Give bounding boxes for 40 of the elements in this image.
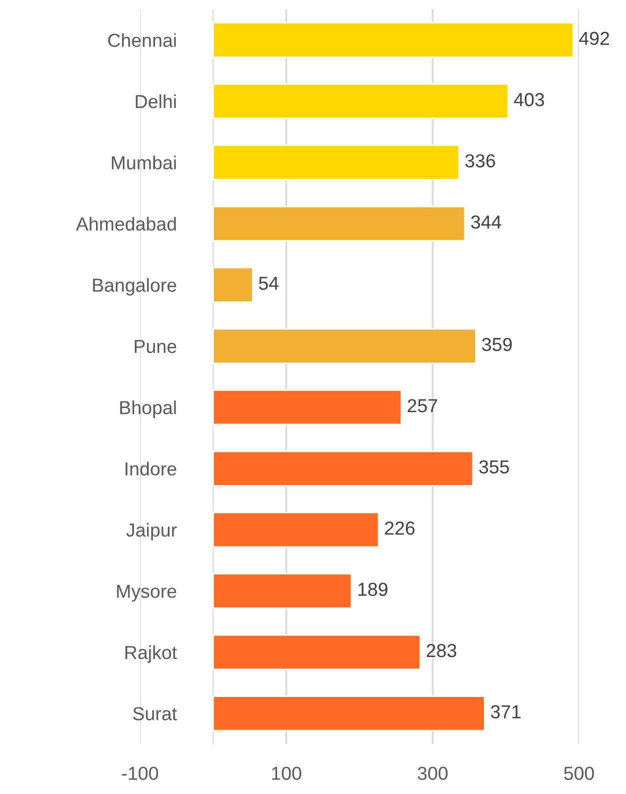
data-label: 492 (579, 32, 610, 46)
bar (212, 22, 574, 58)
y-tick-label: Delhi (136, 94, 176, 108)
data-label: 336 (465, 154, 496, 168)
bar (212, 389, 402, 426)
y-tick-label: Bangalore (93, 278, 176, 296)
y-tick-label: Jaipur (126, 522, 177, 540)
y-tick-label: Surat (133, 707, 177, 720)
x-tick-label: 500 (564, 766, 594, 780)
data-label: 359 (482, 338, 512, 352)
data-label: 403 (514, 92, 544, 106)
data-label: 257 (408, 399, 438, 412)
data-label: 189 (358, 582, 388, 596)
y-tick-label: Ahmedabad (76, 216, 176, 231)
y-tick-label: Pune (134, 340, 176, 354)
bar (212, 144, 460, 180)
x-tick-label: -100 (122, 766, 158, 780)
data-label: 355 (479, 460, 509, 474)
data-label: 283 (426, 644, 456, 658)
bar (212, 512, 380, 548)
data-label: 54 (258, 276, 279, 290)
y-tick-label: Bhopal (120, 400, 176, 418)
bar (212, 206, 466, 242)
bar (212, 696, 486, 732)
y-tick-label: Indore (126, 462, 176, 476)
bar (212, 573, 352, 609)
x-tick-label: 300 (418, 766, 448, 780)
data-label: 226 (385, 522, 415, 535)
y-tick-label: Mysore (117, 584, 176, 602)
y-tick-label: Mumbai (112, 156, 176, 170)
bar (212, 267, 254, 303)
data-label: 344 (471, 215, 502, 229)
bar (212, 634, 421, 670)
y-tick-label: Rajkot (125, 645, 177, 663)
x-tick-label: 100 (272, 766, 302, 780)
data-label: 371 (490, 705, 521, 718)
y-tick-label: Chennai (108, 33, 176, 47)
bar (212, 450, 474, 486)
bar (212, 328, 477, 364)
bar (212, 83, 509, 120)
